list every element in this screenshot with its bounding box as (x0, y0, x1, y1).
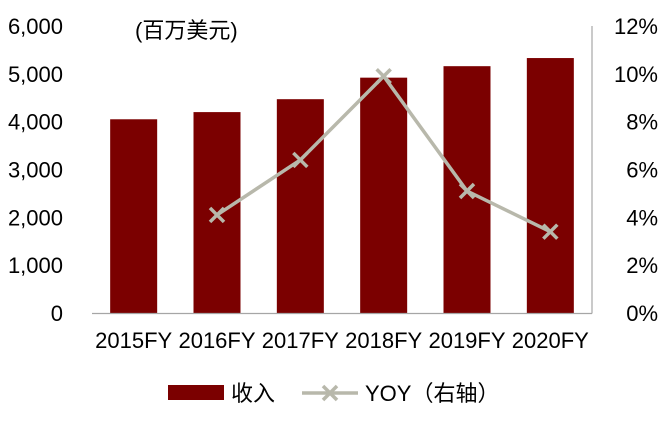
yoy-marker (375, 67, 392, 85)
left-tick-label: 6,000 (8, 14, 63, 39)
revenue-bar (526, 58, 574, 313)
x-tick-label: 2016FY (178, 328, 255, 353)
revenue-bar (360, 77, 408, 313)
left-tick-label: 1,000 (8, 253, 63, 278)
x-axis: 2015FY 2016FY 2017FY 2018FY 2019FY 2020FY (92, 26, 593, 353)
legend-line-marker (321, 384, 339, 402)
right-tick-label: 8% (626, 110, 658, 135)
legend-line-label: YOY（右轴） (365, 381, 499, 406)
right-tick-label: 6% (626, 158, 658, 183)
right-axis-ticks: 0% 2% 4% 6% 8% 10% 12% (614, 14, 658, 326)
right-tick-label: 2% (626, 253, 658, 278)
right-tick-label: 10% (614, 62, 658, 87)
yoy-line-series (208, 67, 559, 240)
right-tick-label: 0% (626, 301, 658, 326)
x-tick-label: 2019FY (428, 328, 505, 353)
left-tick-label: 4,000 (8, 110, 63, 135)
left-tick-label: 3,000 (8, 158, 63, 183)
right-tick-label: 12% (614, 14, 658, 39)
legend: 收入 YOY（右轴） (168, 381, 499, 406)
right-tick-label: 4% (626, 205, 658, 230)
legend-bar-swatch (168, 385, 224, 400)
legend-bar-label: 收入 (231, 381, 275, 406)
left-tick-label: 5,000 (8, 62, 63, 87)
yoy-marker (292, 151, 309, 169)
x-tick-label: 2015FY (95, 328, 172, 353)
left-axis-ticks: 0 1,000 2,000 3,000 4,000 5,000 6,000 (8, 14, 63, 326)
unit-label: (百万美元) (135, 18, 238, 43)
yoy-marker (208, 206, 226, 224)
revenue-bar (276, 99, 324, 313)
x-tick-label: 2017FY (262, 328, 339, 353)
revenue-bar (110, 119, 158, 314)
x-tick-label: 2020FY (512, 328, 589, 353)
yoy-marker (542, 223, 559, 240)
left-tick-label: 0 (51, 301, 63, 326)
yoy-marker (458, 182, 476, 200)
left-tick-label: 2,000 (8, 205, 63, 230)
x-tick-label: 2018FY (345, 328, 422, 353)
bar-series (110, 58, 574, 314)
